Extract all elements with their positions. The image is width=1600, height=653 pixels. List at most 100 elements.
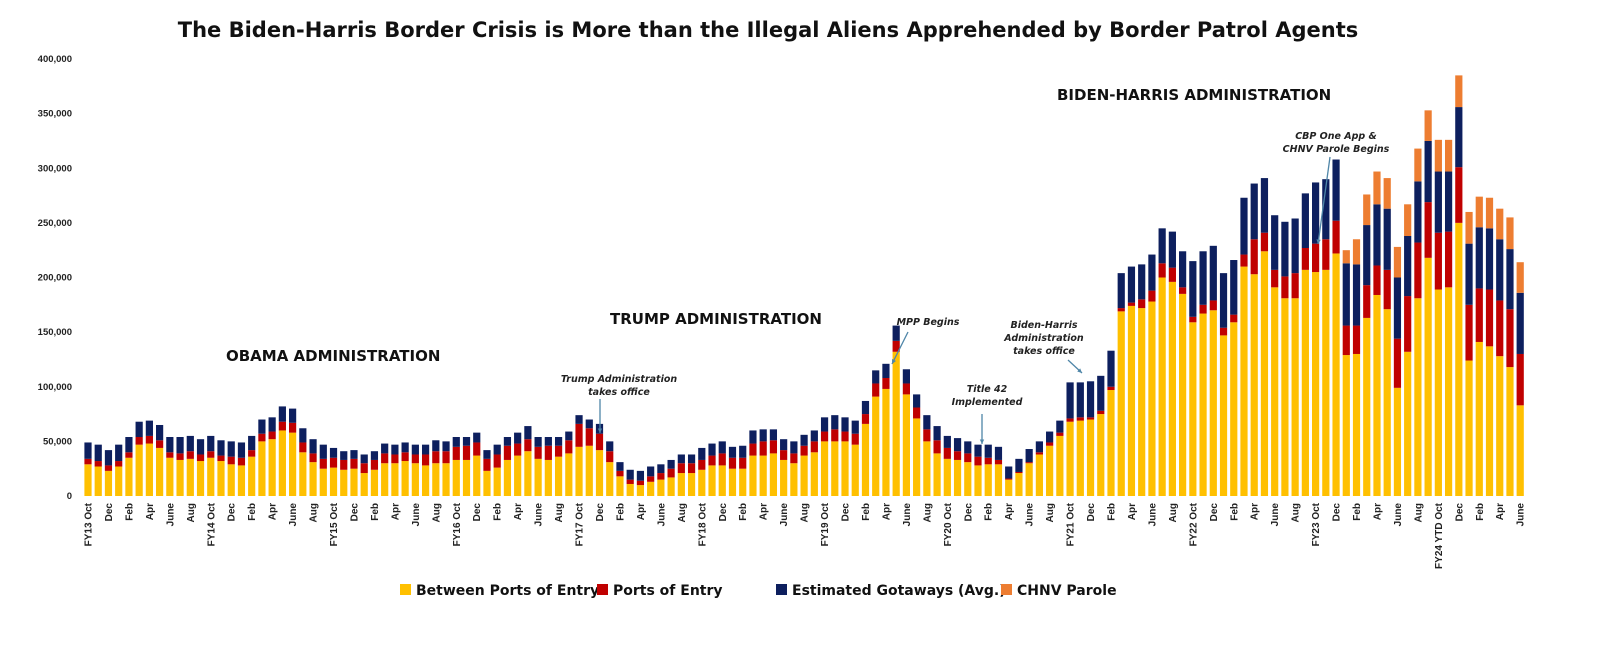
x-tick-label: Dec [595,503,606,522]
bar-segment-estimated-gotaways-avg [360,454,368,464]
bar-stack [1076,382,1084,496]
bar-segment-ports-of-entry [186,451,194,459]
bar-stack [534,437,542,496]
bar-segment-estimated-gotaways-avg [309,439,317,454]
legend-label: CHNV Parole [1017,583,1117,599]
bar-segment-between-ports-of-entry [861,423,870,496]
bar-segment-ports-of-entry [892,340,900,352]
bar-segment-estimated-gotaways-avg [739,445,747,458]
bar-segment-ports-of-entry [1219,327,1228,336]
bar-segment-between-ports-of-entry [1281,298,1289,496]
bar-segment-between-ports-of-entry [1086,419,1095,496]
legend-label: Between Ports of Entry [416,583,599,599]
bar-segment-between-ports-of-entry [278,430,286,496]
bar-stack [1485,197,1494,496]
x-tick-label: Feb [738,503,749,521]
bar-segment-estimated-gotaways-avg [340,451,348,460]
bar-segment-estimated-gotaways-avg [237,442,246,458]
bar-segment-between-ports-of-entry [84,464,92,496]
bar-segment-between-ports-of-entry [698,469,706,496]
bar-segment-ports-of-entry [524,439,532,452]
bar-segment-between-ports-of-entry [1271,287,1279,496]
bar-segment-ports-of-entry [421,454,430,466]
bar-segment-between-ports-of-entry [636,485,645,496]
bar-segment-ports-of-entry [1332,220,1340,254]
bar-stack [585,419,593,496]
bar-segment-between-ports-of-entry [964,462,972,496]
bar-segment-estimated-gotaways-avg [810,430,818,442]
arrowhead-icon [979,439,985,444]
bar-segment-ports-of-entry [964,453,972,463]
bar-segment-between-ports-of-entry [1342,355,1350,496]
y-tick-label: 100,000 [38,382,72,393]
bar-segment-between-ports-of-entry [1475,341,1483,496]
bar-segment-estimated-gotaways-avg [1383,208,1391,270]
bar-segment-estimated-gotaways-avg [544,437,552,446]
bar-segment-between-ports-of-entry [544,459,552,496]
bar-segment-estimated-gotaways-avg [1352,264,1361,326]
bar-stack [432,440,440,496]
bar-stack [217,440,225,496]
annotation-trump-administration: TRUMP ADMINISTRATION [610,310,822,328]
bar-segment-ports-of-entry [606,451,614,463]
bar-segment-estimated-gotaways-avg [790,441,798,454]
bar-segment-between-ports-of-entry [401,461,409,496]
bar-segment-ports-of-entry [1199,304,1207,314]
bar-segment-between-ports-of-entry [94,466,102,496]
x-tick-label: FY23 Oct [1311,502,1322,546]
bar-stack [1209,245,1217,496]
bar-segment-ports-of-entry [1086,417,1095,420]
bar-segment-between-ports-of-entry [1189,322,1197,496]
bar-segment-ports-of-entry [1189,316,1197,323]
bar-segment-between-ports-of-entry [800,455,808,496]
bar-segment-between-ports-of-entry [1179,293,1187,496]
bar-stack [1332,159,1340,496]
bar-segment-ports-of-entry [258,433,266,442]
bar-segment-between-ports-of-entry [248,456,256,496]
x-axis: FY13 Oct Dec Feb Apr June Aug FY14 Oct Dec Feb Ap… [84,502,1527,569]
bar-segment-between-ports-of-entry [115,466,123,496]
bar-segment-between-ports-of-entry [759,455,767,496]
bar-segment-between-ports-of-entry [370,469,379,496]
bar-segment-ports-of-entry [1475,288,1483,342]
bar-segment-ports-of-entry [708,455,716,466]
bar-segment-estimated-gotaways-avg [1117,273,1125,309]
bar-segment-estimated-gotaways-avg [207,435,215,452]
bar-segment-estimated-gotaways-avg [156,424,164,441]
bar-segment-ports-of-entry [1179,287,1187,294]
bar-segment-estimated-gotaways-avg [943,435,951,448]
bar-segment-ports-of-entry [176,453,184,460]
bar-stack [1424,110,1432,496]
bar-segment-estimated-gotaways-avg [667,459,675,469]
bar-stack [647,466,655,496]
bar-segment-between-ports-of-entry [667,477,675,496]
x-tick-label: FY24 YTD Oct [1434,502,1445,569]
bar-segment-estimated-gotaways-avg [1035,441,1043,453]
bar-segment-ports-of-entry [636,480,645,486]
bar-segment-chnv-parole [1424,110,1432,141]
event-annotations: Trump Administration takes office MPP Begi… [561,131,1390,444]
bar-stack [575,415,583,496]
bar-segment-between-ports-of-entry [104,470,113,496]
bar-segment-chnv-parole [1393,246,1402,278]
bar-segment-between-ports-of-entry [554,456,563,496]
bar-segment-ports-of-entry [923,429,931,442]
x-tick-label: Aug [1413,503,1424,522]
bar-stack [329,447,338,496]
bar-stack [728,446,737,496]
bar-stack [677,454,685,496]
bar-segment-estimated-gotaways-avg [381,443,389,454]
bar-segment-ports-of-entry [299,442,307,453]
bar-segment-estimated-gotaways-avg [657,464,665,474]
bar-segment-ports-of-entry [943,447,951,459]
bar-segment-estimated-gotaways-avg [1230,260,1238,315]
bar-segment-estimated-gotaways-avg [391,444,399,455]
x-tick-label: June [1516,503,1527,527]
bar-segment-between-ports-of-entry [565,453,573,496]
bar-stack [1035,441,1043,496]
bar-segment-ports-of-entry [391,454,399,464]
bar-segment-estimated-gotaways-avg [227,441,235,457]
bar-segment-ports-of-entry [442,451,450,464]
bar-stack [892,325,900,496]
